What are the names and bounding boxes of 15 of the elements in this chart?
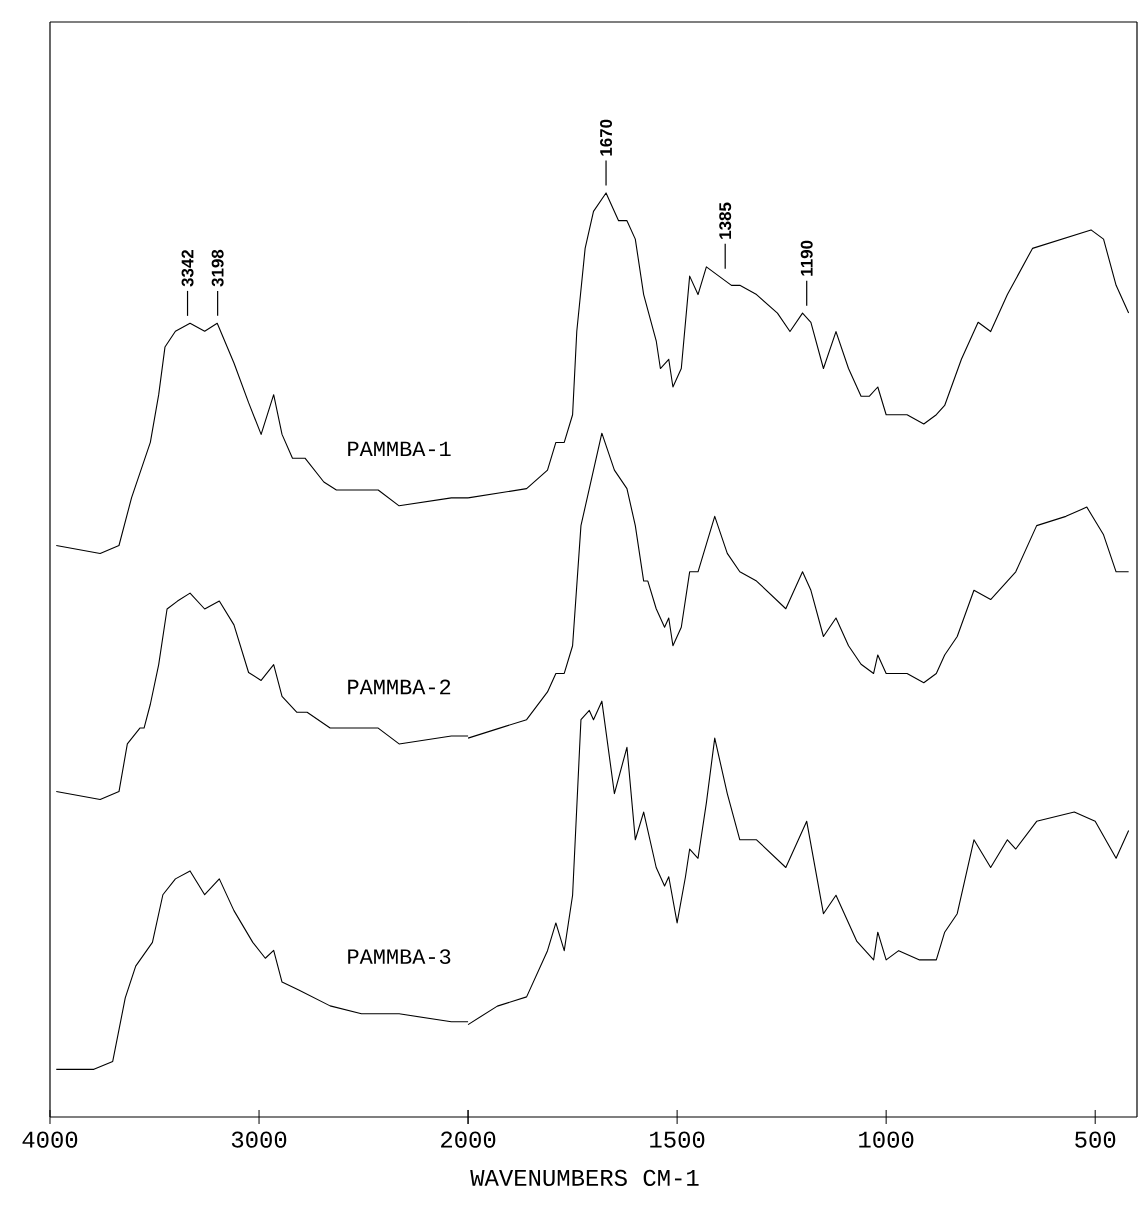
x-tick-label: 1500 [650, 1131, 705, 1148]
x-axis-title: WAVENUMBERS CM-1 [470, 1169, 699, 1187]
annotation: 3198 [211, 249, 224, 287]
series-label: PAMMBA-1 [348, 441, 451, 457]
annotation: 1670 [600, 119, 613, 156]
annotation: 3342 [181, 249, 194, 287]
x-tick-label: 1000 [859, 1131, 914, 1148]
x-tick-label: 500 [1075, 1131, 1116, 1148]
series-label: PAMMBA-2 [348, 679, 451, 695]
annotation: 1385 [719, 202, 732, 239]
annotation: 1190 [800, 240, 813, 276]
text: PAMMBA-3 [348, 949, 451, 965]
x-tick-label: 4000 [22, 1131, 78, 1148]
x-tick-label: 3000 [231, 1131, 287, 1148]
x-tick-label: 2000 [441, 1131, 496, 1148]
